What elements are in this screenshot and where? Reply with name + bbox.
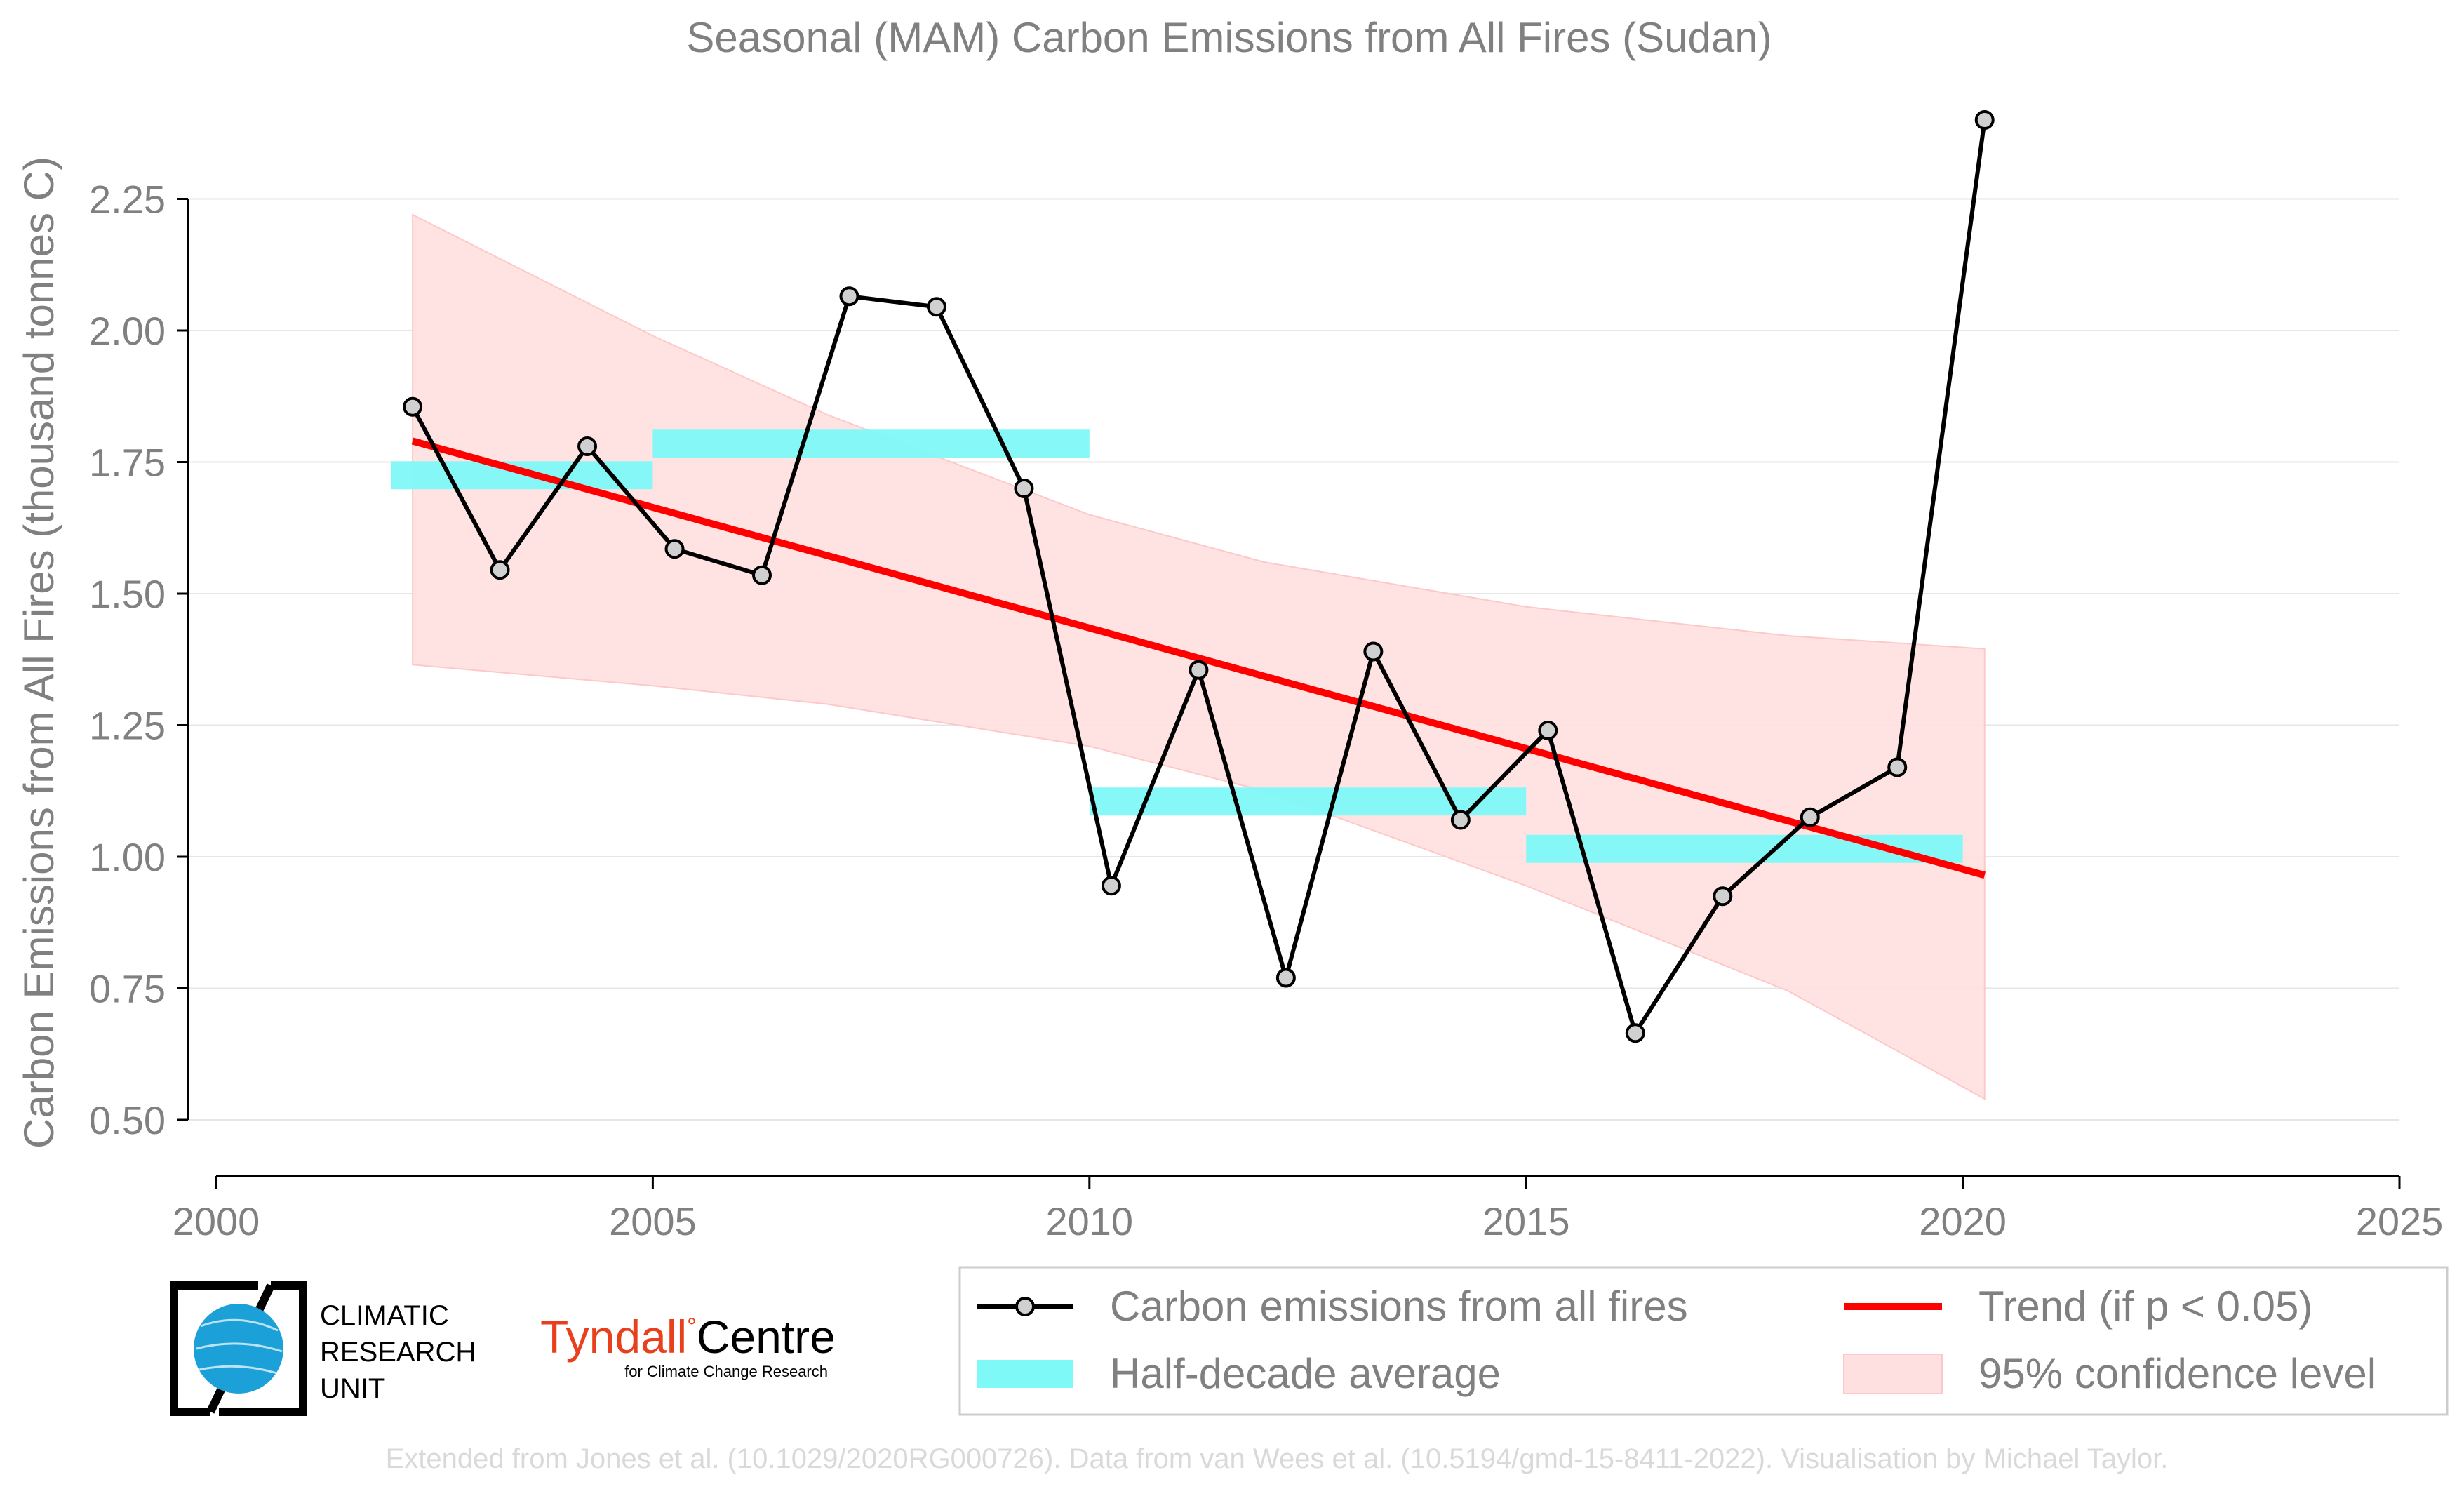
half-decade-bar	[390, 461, 653, 490]
cru-globe-lines	[196, 1318, 283, 1375]
y-tick-label: 1.25	[89, 704, 166, 748]
y-tick-label: 2.25	[89, 178, 166, 222]
emissions-line-layer	[403, 110, 1995, 1043]
legend-swatch-confidence	[1843, 1354, 1943, 1394]
emissions-point	[577, 436, 598, 456]
emissions-point	[839, 286, 859, 307]
trend-line	[411, 437, 1986, 879]
emissions-point	[1275, 968, 1296, 988]
emissions-point	[752, 565, 772, 585]
emissions-point	[1538, 721, 1558, 740]
x-tick-label: 2005	[609, 1199, 697, 1243]
emissions-point	[1189, 660, 1209, 680]
tyndall-degree: °	[687, 1314, 697, 1340]
cru-text-line-1: CLIMATIC	[320, 1300, 449, 1331]
tyndall-logo-text: Tyndall°Centre	[540, 1311, 836, 1363]
y-axis-label: Carbon Emissions from All Fires (thousan…	[15, 156, 62, 1149]
tyndall-subtitle: for Climate Change Research	[624, 1363, 828, 1380]
y-tick-label: 1.00	[89, 835, 166, 879]
chart-title: Seasonal (MAM) Carbon Emissions from All…	[686, 14, 1772, 61]
half-decade-bar	[652, 429, 1090, 458]
x-tick-label: 2000	[173, 1199, 260, 1243]
axes: 0.50 0.75 1.00 1.25 1.50 1.75 2.00 2.25 2000 2005…	[89, 178, 2443, 1244]
x-tick-label: 2020	[1919, 1199, 2007, 1243]
legend-label-average: Half-decade average	[1110, 1350, 1501, 1397]
y-tick-label: 0.50	[89, 1098, 166, 1142]
legend-swatch-average	[977, 1360, 1073, 1388]
emissions-point	[1800, 807, 1820, 827]
emissions-point	[490, 560, 510, 580]
x-tick-label: 2025	[2356, 1199, 2444, 1243]
emissions-point	[1713, 886, 1733, 907]
emissions-point	[1450, 810, 1471, 830]
emissions-point	[926, 297, 946, 317]
legend-marker-emissions	[1015, 1297, 1035, 1316]
legend-label-confidence: 95% confidence level	[1978, 1350, 2376, 1397]
legend: Carbon emissions from all fires Trend (i…	[958, 1266, 2449, 1416]
y-tick-label: 1.50	[89, 572, 166, 616]
emissions-point	[1887, 757, 1908, 777]
y-tick-label: 0.75	[89, 967, 166, 1011]
cru-logo: CLIMATIC RESEARCH UNIT	[170, 1281, 476, 1416]
credit-line: Extended from Jones et al. (10.1029/2020…	[386, 1443, 2169, 1474]
emissions-point	[1625, 1023, 1645, 1043]
emissions-point	[1363, 641, 1384, 662]
trend-layer	[411, 437, 1986, 879]
legend-frame	[958, 1266, 2449, 1416]
cru-text-line-3: UNIT	[320, 1373, 385, 1404]
x-tick-label: 2015	[1482, 1199, 1570, 1243]
tyndall-name: Tyndall	[540, 1311, 687, 1363]
y-tick-label: 2.00	[89, 309, 166, 353]
tyndall-centre: Centre	[697, 1311, 836, 1363]
emissions-point	[1101, 876, 1121, 896]
x-tick-label: 2010	[1046, 1199, 1134, 1243]
emissions-point	[664, 539, 685, 559]
tyndall-logo: Tyndall°Centre for Climate Change Resear…	[540, 1311, 836, 1380]
emissions-point	[1974, 110, 1995, 130]
half-decade-average-layer	[390, 429, 1963, 863]
emissions-point	[1014, 479, 1034, 498]
cru-text-line-2: RESEARCH	[320, 1337, 476, 1368]
legend-label-trend: Trend (if p < 0.05)	[1978, 1283, 2312, 1330]
y-tick-label: 1.75	[89, 441, 166, 485]
emissions-point	[403, 396, 423, 417]
cru-globe-icon	[194, 1304, 283, 1394]
legend-label-emissions: Carbon emissions from all fires	[1110, 1283, 1688, 1330]
